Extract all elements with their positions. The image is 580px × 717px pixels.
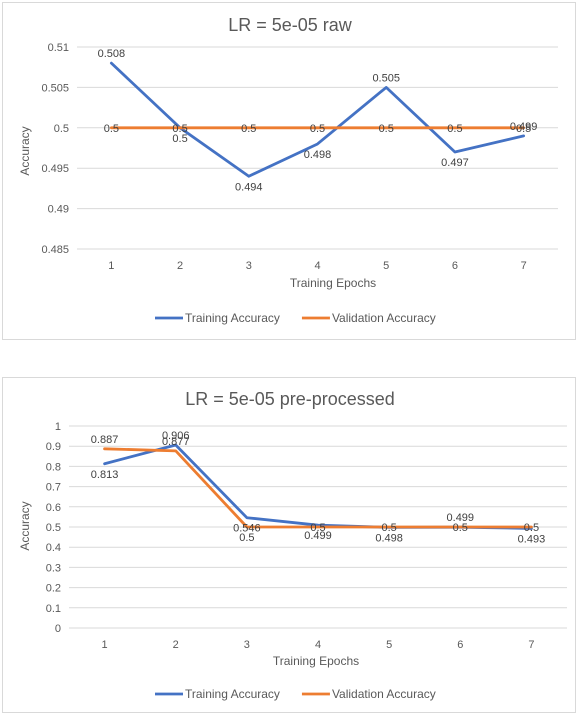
x-axis-title: Training Epochs [273,654,359,668]
x-tick-label: 4 [314,260,320,272]
data-label: 0.813 [91,469,119,481]
chart-title: LR = 5e-05 raw [228,15,353,35]
chart-preprocessed: LR = 5e-05 pre-processed Training Epochs… [2,377,576,713]
y-tick-label: 0.4 [46,542,61,554]
data-label: 0.546 [233,523,261,535]
data-label: 0.494 [235,181,263,193]
data-label: 0.5 [381,522,396,534]
y-tick-label: 0.3 [46,562,61,574]
x-tick-label: 1 [108,260,114,272]
chart-title: LR = 5e-05 pre-processed [185,389,395,409]
y-tick-label: 0.2 [46,583,61,595]
series-line [103,447,533,529]
data-label: 0.5 [104,123,119,135]
y-tick-label: 0.51 [48,42,69,54]
x-tick-label: 7 [521,260,527,272]
data-label: 0.5 [172,133,187,145]
y-tick-label: 0 [55,623,61,635]
data-label: 0.499 [447,512,475,524]
chart-raw-svg: LR = 5e-05 raw Training Epochs Accuracy … [18,15,558,325]
y-axis-title: Accuracy [18,501,32,550]
y-tick-label: 0.495 [41,163,69,175]
data-label: 0.5 [524,522,539,534]
data-label: 0.505 [372,72,400,84]
y-tick-label: 0.1 [46,603,61,615]
data-label: 0.497 [441,157,469,169]
x-tick-label: 6 [452,260,458,272]
x-tick-label: 7 [528,639,534,651]
x-tick-label: 2 [173,639,179,651]
data-label: 0.498 [304,149,332,161]
chart-raw: LR = 5e-05 raw Training Epochs Accuracy … [2,2,576,340]
data-label: 0.5 [379,123,394,135]
legend-label: Training Accuracy [185,311,280,325]
data-label: 0.493 [518,533,546,545]
y-tick-label: 0.6 [46,502,61,514]
x-tick-label: 1 [102,639,108,651]
legend-label: Validation Accuracy [332,687,436,701]
data-label: 0.499 [304,530,332,542]
x-tick-label: 2 [177,260,183,272]
y-tick-label: 0.7 [46,482,61,494]
data-label: 0.887 [91,434,119,446]
y-tick-label: 1 [55,421,61,433]
y-tick-label: 0.8 [46,461,61,473]
y-tick-label: 0.505 [41,82,69,94]
x-tick-label: 3 [244,639,250,651]
data-label: 0.5 [241,123,256,135]
chart-preprocessed-svg: LR = 5e-05 pre-processed Training Epochs… [18,389,567,701]
legend-label: Training Accuracy [185,687,280,701]
data-label: 0.5 [447,123,462,135]
x-tick-label: 6 [457,639,463,651]
y-tick-label: 0.49 [48,204,69,216]
data-label: 0.906 [162,430,190,442]
y-tick-label: 0.5 [54,123,69,135]
y-tick-label: 0.9 [46,441,61,453]
data-label: 0.499 [510,121,538,133]
x-axis-title: Training Epochs [290,276,376,290]
data-label: 0.508 [98,48,126,60]
data-label: 0.5 [453,522,468,534]
y-tick-label: 0.5 [46,522,61,534]
y-axis-title: Accuracy [18,126,32,175]
x-tick-label: 3 [246,260,252,272]
x-tick-label: 5 [383,260,389,272]
y-tick-label: 0.485 [41,244,69,256]
data-label: 0.498 [375,532,403,544]
data-label: 0.5 [516,123,531,135]
x-tick-label: 4 [315,639,321,651]
data-label: 0.5 [172,123,187,135]
x-tick-label: 5 [386,639,392,651]
data-label: 0.877 [162,436,190,448]
data-label: 0.5 [310,123,325,135]
legend-label: Validation Accuracy [332,311,436,325]
data-label: 0.5 [310,522,325,534]
data-label: 0.5 [239,532,254,544]
